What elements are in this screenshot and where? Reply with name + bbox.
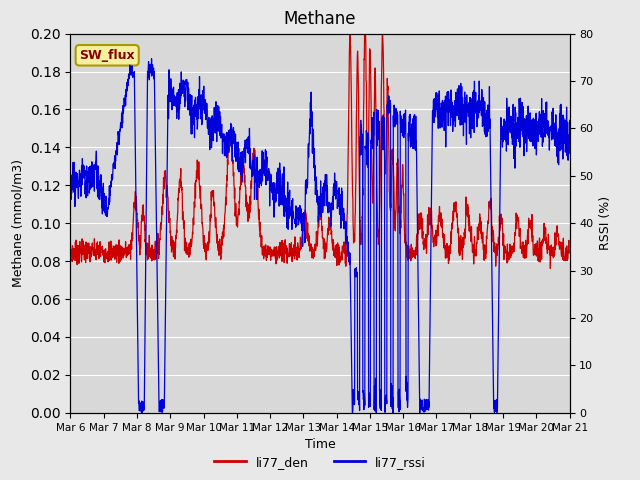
X-axis label: Time: Time xyxy=(305,438,335,451)
Y-axis label: Methane (mmol/m3): Methane (mmol/m3) xyxy=(12,159,24,287)
Text: Methane: Methane xyxy=(284,10,356,28)
Legend: li77_den, li77_rssi: li77_den, li77_rssi xyxy=(209,451,431,474)
Y-axis label: RSSI (%): RSSI (%) xyxy=(599,196,612,250)
Text: SW_flux: SW_flux xyxy=(79,49,135,62)
